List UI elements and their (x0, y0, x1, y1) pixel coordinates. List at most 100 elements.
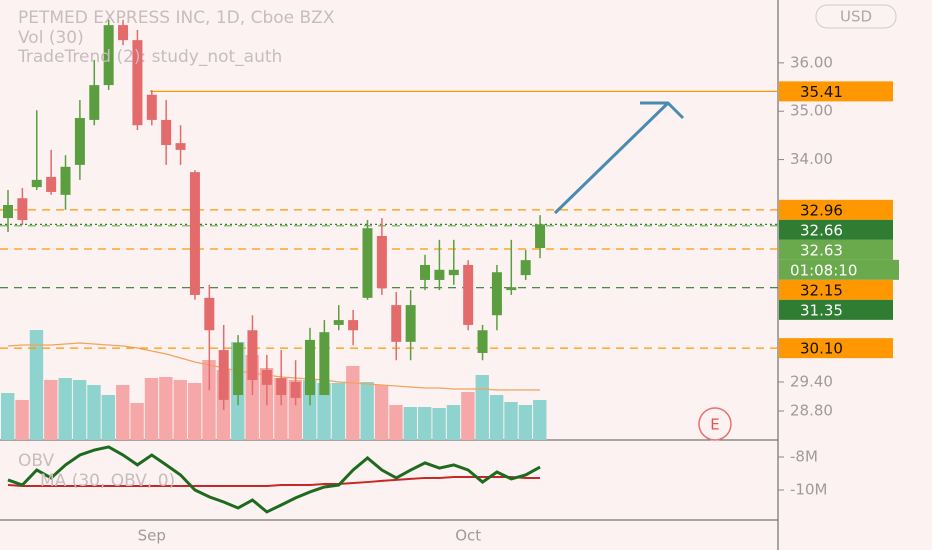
candle-body (391, 305, 402, 342)
x-tick-label: Sep (138, 527, 166, 545)
volume-bar (461, 392, 475, 440)
price-level-label-box (779, 81, 893, 102)
candle-body (520, 260, 531, 276)
volume-bar (432, 408, 446, 440)
candle-body (3, 205, 13, 219)
volume-bar (317, 383, 331, 440)
candle-body (376, 235, 387, 289)
obv-tick-label: -10M (790, 480, 827, 498)
earnings-marker[interactable]: E (710, 416, 719, 434)
y-tick-label: 29.40 (790, 372, 833, 390)
candle-body (17, 198, 28, 220)
volume-bar (346, 366, 360, 440)
candle-body (161, 119, 172, 146)
volume-bar (518, 405, 533, 440)
candle-body (132, 40, 143, 126)
candle-body (276, 378, 287, 396)
currency-button[interactable] (815, 4, 897, 29)
candle-body (290, 381, 301, 398)
volume-bar (418, 407, 432, 440)
volume-bar (403, 407, 418, 440)
candle-body (405, 305, 416, 342)
volume-bar (475, 375, 489, 440)
price-level-label: 32.66 (800, 221, 843, 239)
volume-bar (446, 405, 461, 440)
price-level-label-box (779, 299, 893, 320)
volume-bar (187, 383, 202, 440)
volume-bar (15, 400, 29, 440)
candle-body (218, 350, 229, 400)
candle-body (434, 269, 445, 280)
y-tick-label: 34.00 (790, 150, 833, 168)
candle-body (103, 25, 114, 86)
volume-bar (374, 385, 389, 440)
volume-bar (504, 402, 518, 440)
price-level-label-box (779, 239, 893, 260)
volume-bar (533, 400, 547, 440)
candle-body (463, 264, 474, 325)
candle-body (60, 166, 71, 195)
price-level-label-box (779, 219, 893, 240)
volume-bar (331, 383, 346, 440)
volume-bar (389, 405, 403, 440)
price-level-label: 31.35 (800, 301, 843, 319)
volume-bar (87, 385, 101, 440)
price-level-label-box (779, 279, 893, 300)
trend-arrow (553, 101, 685, 215)
volume-bar (58, 378, 72, 440)
price-level-label-box (779, 338, 893, 359)
candle-body (118, 25, 129, 41)
candle-body (448, 269, 459, 276)
price-level-label: 30.10 (800, 340, 843, 358)
volume-bar (159, 377, 173, 440)
volume-bar (130, 403, 144, 440)
volume-bar (116, 385, 130, 440)
price-level-label: 32.63 (800, 241, 843, 259)
y-tick-label: 28.80 (790, 401, 833, 419)
y-tick-label: 35.00 (790, 102, 833, 120)
volume-bar (1, 393, 15, 440)
currency-label[interactable]: USD (840, 8, 872, 26)
volume-bar (144, 378, 159, 440)
volume-bar (29, 330, 44, 440)
candle-body (420, 264, 431, 280)
price-level-label: 32.96 (800, 201, 843, 219)
volume-bar (173, 380, 187, 440)
candle-body (333, 320, 344, 325)
volume-bar (360, 382, 374, 440)
candle-body (261, 369, 272, 385)
price-level-label: 35.41 (800, 83, 843, 101)
candle-body (175, 143, 186, 150)
countdown-label: 01:08:10 (790, 261, 857, 279)
candle-body (506, 287, 517, 291)
price-level-label-box (779, 199, 893, 220)
earnings-circle[interactable] (698, 407, 732, 441)
candle-body (146, 94, 157, 120)
obv-ma-label: MA (30, OBV, 0) (40, 471, 175, 491)
candle-body (74, 117, 85, 165)
candle-body (491, 272, 502, 316)
candle-body (89, 85, 100, 120)
volume-bar (44, 380, 58, 440)
candle-body (362, 228, 373, 298)
candle-body (46, 176, 57, 192)
candle-body (31, 179, 42, 188)
volume-bar (72, 380, 87, 440)
volume-label: Vol (30) (18, 28, 84, 48)
chart-title: PETMED EXPRESS INC, 1D, Cboe BZX (18, 8, 335, 28)
obv-line (7, 445, 541, 514)
candle-body (204, 297, 215, 331)
obv-ma-line (7, 475, 541, 488)
volume-bar (489, 395, 504, 440)
volume-bar (101, 395, 116, 440)
x-tick-label: Oct (455, 527, 481, 545)
candle-body (233, 342, 244, 396)
candle-body (189, 172, 200, 295)
price-level-label: 32.15 (800, 281, 843, 299)
candle-body (247, 330, 258, 381)
obv-label: OBV (18, 451, 55, 471)
obv-tick-label: -8M (790, 447, 818, 465)
candle-body (477, 330, 488, 353)
candle-body (319, 332, 330, 396)
